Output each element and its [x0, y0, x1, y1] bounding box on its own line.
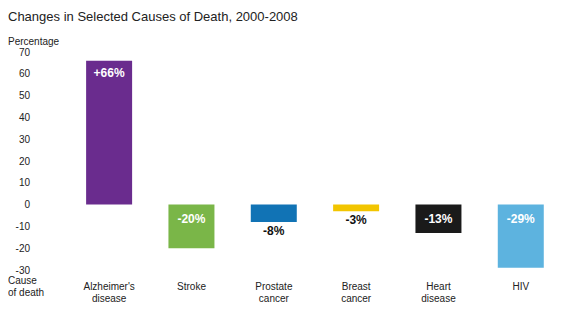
html-text:Changes in Selected Causes of: Changes in Selected Causes of Death, 200… — [8, 9, 298, 24]
svg-text:Breastcancer: Breastcancer — [341, 281, 372, 304]
svg-text:-20%: -20% — [177, 212, 205, 226]
svg-text:50: 50 — [19, 90, 31, 101]
svg-text:-13%: -13% — [424, 212, 452, 226]
svg-text:-30: -30 — [16, 265, 31, 276]
svg-text:Prostatecancer: Prostatecancer — [255, 281, 293, 304]
svg-text:-29%: -29% — [507, 212, 535, 226]
svg-text:70: 70 — [19, 47, 31, 58]
svg-text:+66%: +66% — [94, 66, 125, 80]
svg-text:-10: -10 — [16, 221, 31, 232]
html-text:Cause: Cause — [8, 275, 37, 286]
svg-text:Stroke: Stroke — [177, 281, 206, 292]
svg-text:-3%: -3% — [345, 213, 367, 227]
svg-text:30: 30 — [19, 134, 31, 145]
svg-text:-20: -20 — [16, 243, 31, 254]
svg-text:10: 10 — [19, 177, 31, 188]
html-text:Percentage: Percentage — [8, 36, 60, 47]
svg-text:40: 40 — [19, 112, 31, 123]
svg-text:Heartdisease: Heartdisease — [421, 281, 456, 304]
svg-text:0: 0 — [24, 199, 30, 210]
svg-text:HIV: HIV — [512, 281, 529, 292]
html-text:of death: of death — [8, 287, 45, 298]
svg-text:Alzheimer'sdisease: Alzheimer'sdisease — [83, 281, 134, 304]
svg-text:60: 60 — [19, 68, 31, 79]
svg-text:-8%: -8% — [263, 224, 285, 238]
svg-text:20: 20 — [19, 156, 31, 167]
